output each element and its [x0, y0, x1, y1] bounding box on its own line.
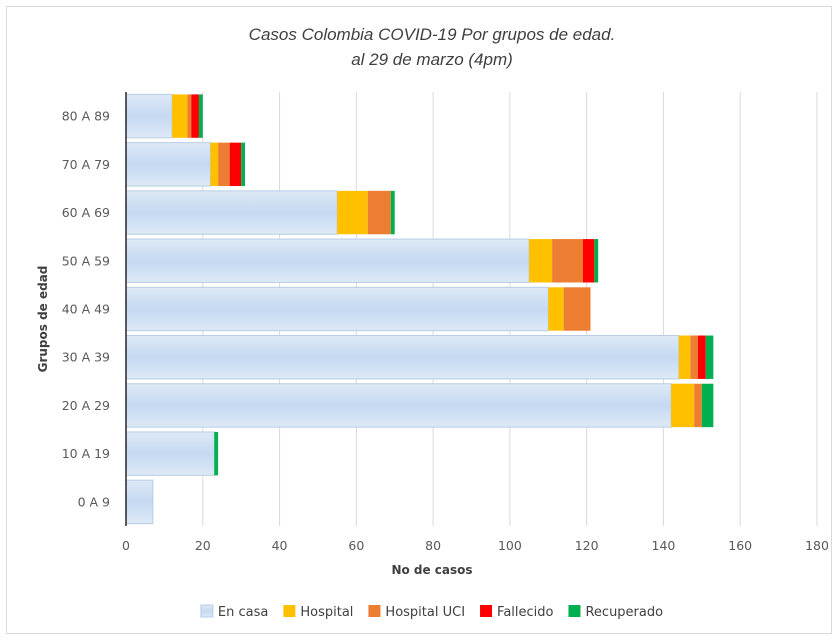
x-axis-title: No de casos	[391, 563, 472, 577]
bar-segment	[125, 479, 154, 525]
bar-segment	[552, 239, 583, 283]
bar-segment	[694, 383, 702, 428]
legend-swatch	[200, 604, 214, 618]
legend-label: Hospital UCI	[385, 605, 465, 620]
bar-series	[125, 93, 714, 525]
bar-segment	[125, 335, 680, 380]
bar-segment	[390, 190, 395, 235]
bar-segment	[563, 287, 591, 331]
legend-label: Hospital	[300, 605, 353, 620]
y-tick-label: 70 A 79	[62, 157, 110, 172]
x-tick-label: 20	[195, 538, 211, 553]
y-tick-label: 30 A 39	[62, 350, 110, 365]
bar-segment	[187, 94, 192, 138]
y-tick-label: 80 A 89	[62, 109, 110, 124]
x-tick-label: 100	[498, 538, 522, 553]
bar-segment	[529, 239, 553, 283]
bar-segment	[125, 431, 215, 476]
bar-segment	[172, 94, 188, 138]
x-tick-label: 0	[122, 538, 130, 553]
bar-segment	[690, 335, 698, 379]
bar-segment	[367, 190, 391, 235]
bar-segment	[705, 335, 714, 379]
chart-title: Casos Colombia COVID-19 Por grupos de ed…	[249, 25, 616, 44]
legend-swatch	[568, 605, 581, 617]
legend-swatch	[283, 605, 296, 617]
bar-segment	[229, 142, 242, 187]
y-tick-labels: 0 A 9 10 A 19 20 A 29 30 A 39 40 A 49 50 A 59…	[62, 109, 110, 510]
x-tick-label: 160	[728, 538, 752, 553]
bar-segment	[337, 190, 368, 235]
bar-segment	[594, 239, 599, 283]
bar-segment	[214, 431, 219, 476]
x-tick-label: 140	[652, 538, 676, 553]
y-axis-title: Grupos de edad	[36, 266, 50, 373]
bar-segment	[125, 286, 549, 332]
bar-segment	[125, 93, 173, 139]
bar-segment	[548, 287, 564, 331]
x-tick-label: 40	[272, 538, 288, 553]
bar-segment	[198, 94, 203, 138]
bar-segment	[678, 335, 691, 379]
bar-segment	[697, 335, 706, 379]
bar-segment	[701, 383, 714, 428]
bar-segment	[125, 383, 672, 428]
legend-label: Recuperado	[585, 605, 663, 620]
bar-segment	[218, 142, 230, 187]
y-tick-label: 0 A 9	[78, 494, 110, 509]
legend-swatch	[368, 605, 381, 617]
legend: En casa Hospital Hospital UCI Fallecido Recu…	[200, 604, 663, 620]
y-tick-label: 40 A 49	[62, 302, 110, 317]
bar-segment	[582, 239, 595, 283]
y-tick-label: 10 A 19	[62, 446, 110, 461]
legend-label: Fallecido	[497, 605, 553, 620]
x-tick-labels: 0 20 40 60 80 100 120 140 160 180	[122, 538, 829, 553]
bar-segment	[191, 94, 199, 138]
x-tick-label: 80	[425, 538, 441, 553]
bar-segment	[125, 142, 211, 187]
legend-swatch	[480, 605, 493, 617]
bar-segment	[125, 238, 530, 283]
y-tick-label: 60 A 69	[62, 205, 110, 220]
bar-segment	[671, 383, 695, 428]
x-tick-label: 60	[348, 538, 364, 553]
legend-label: En casa	[218, 605, 268, 620]
x-tick-label: 180	[805, 538, 829, 553]
y-tick-label: 50 A 59	[62, 253, 110, 268]
bar-segment	[210, 142, 219, 187]
y-tick-label: 20 A 29	[62, 398, 110, 413]
bar-segment	[241, 142, 246, 187]
bar-segment	[125, 190, 338, 235]
x-tick-label: 120	[575, 538, 599, 553]
chart-subtitle: al 29 de marzo (4pm)	[351, 50, 513, 69]
